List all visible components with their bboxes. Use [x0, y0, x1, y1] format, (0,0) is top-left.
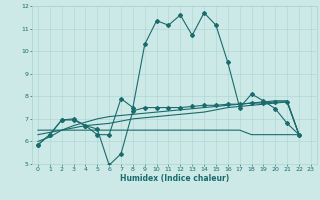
X-axis label: Humidex (Indice chaleur): Humidex (Indice chaleur) [120, 174, 229, 183]
